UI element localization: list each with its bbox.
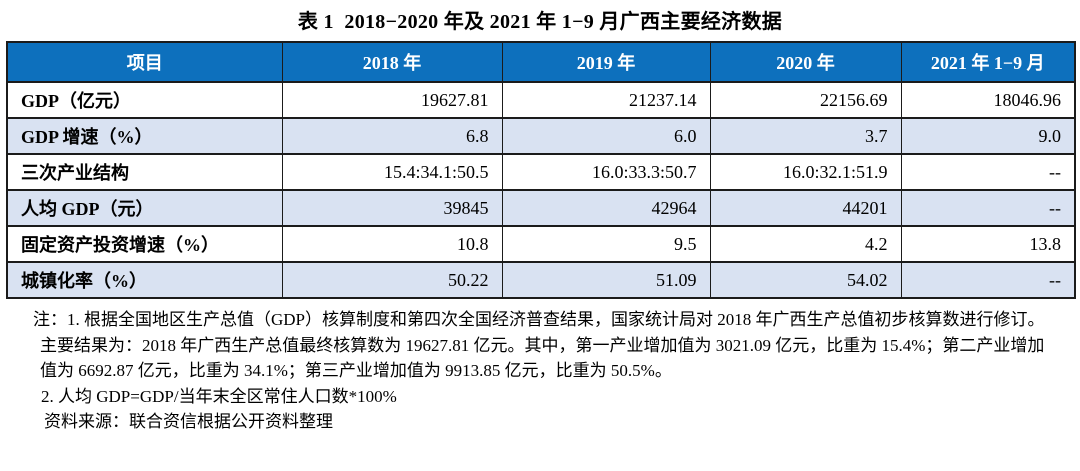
value-cell: 18046.96 (900, 81, 1076, 119)
value-cell: 9.0 (900, 117, 1076, 155)
col-header-2021-9m: 2021 年 1−9 月 (900, 41, 1076, 83)
row-gdp-per-capita: 人均 GDP（元） 39845 42964 44201 -- (6, 189, 1076, 227)
row-label: 城镇化率（%） (6, 261, 283, 299)
value-cell: 6.0 (501, 117, 711, 155)
row-label: 固定资产投资增速（%） (6, 225, 283, 263)
value-cell: 51.09 (501, 261, 711, 299)
col-header-2018: 2018 年 (281, 41, 503, 83)
economic-data-table: 项目 2018 年 2019 年 2020 年 2021 年 1−9 月 GDP… (6, 41, 1076, 299)
col-header-2019: 2019 年 (501, 41, 711, 83)
value-cell: 19627.81 (281, 81, 503, 119)
value-cell: -- (900, 153, 1076, 191)
value-cell: 16.0:32.1:51.9 (709, 153, 902, 191)
value-cell: 54.02 (709, 261, 902, 299)
source-note: 资料来源：联合资信根据公开资料整理 (44, 412, 333, 431)
row-industry-structure: 三次产业结构 15.4:34.1:50.5 16.0:33.3:50.7 16.… (6, 153, 1076, 191)
value-cell: 3.7 (709, 117, 902, 155)
value-cell: -- (900, 261, 1076, 299)
value-cell: -- (900, 189, 1076, 227)
value-cell: 21237.14 (501, 81, 711, 119)
value-cell: 13.8 (900, 225, 1076, 263)
value-cell: 6.8 (281, 117, 503, 155)
page: 表 1 2018−2020 年及 2021 年 1−9 月广西主要经济数据 项目… (0, 5, 1080, 435)
header-row: 项目 2018 年 2019 年 2020 年 2021 年 1−9 月 (6, 41, 1076, 83)
value-cell: 15.4:34.1:50.5 (281, 153, 503, 191)
value-cell: 10.8 (281, 225, 503, 263)
value-cell: 50.22 (281, 261, 503, 299)
col-header-item: 项目 (6, 41, 283, 83)
value-cell: 16.0:33.3:50.7 (501, 153, 711, 191)
value-cell: 4.2 (709, 225, 902, 263)
row-label: 人均 GDP（元） (6, 189, 283, 227)
row-fixed-asset-investment: 固定资产投资增速（%） 10.8 9.5 4.2 13.8 (6, 225, 1076, 263)
value-cell: 44201 (709, 189, 902, 227)
row-urbanization-rate: 城镇化率（%） 50.22 51.09 54.02 -- (6, 261, 1076, 299)
notes-section: 注：1. 根据全国地区生产总值（GDP）核算制度和第四次全国经济普查结果，国家统… (33, 307, 1049, 435)
table-title: 表 1 2018−2020 年及 2021 年 1−9 月广西主要经济数据 (297, 11, 783, 33)
value-cell: 9.5 (501, 225, 711, 263)
col-header-2020: 2020 年 (709, 41, 902, 83)
row-label: GDP（亿元） (6, 81, 283, 119)
row-gdp-growth: GDP 增速（%） 6.8 6.0 3.7 9.0 (6, 117, 1076, 155)
note-2: 2. 人均 GDP=GDP/当年末全区常住人口数*100% (41, 386, 397, 406)
row-label: 三次产业结构 (6, 153, 283, 191)
row-gdp: GDP（亿元） 19627.81 21237.14 22156.69 18046… (6, 81, 1076, 119)
value-cell: 22156.69 (709, 81, 902, 119)
value-cell: 39845 (281, 189, 503, 227)
row-label: GDP 增速（%） (6, 117, 283, 155)
value-cell: 42964 (501, 189, 711, 227)
note-1: 注：1. 根据全国地区生产总值（GDP）核算制度和第四次全国经济普查结果，国家统… (33, 310, 1045, 380)
